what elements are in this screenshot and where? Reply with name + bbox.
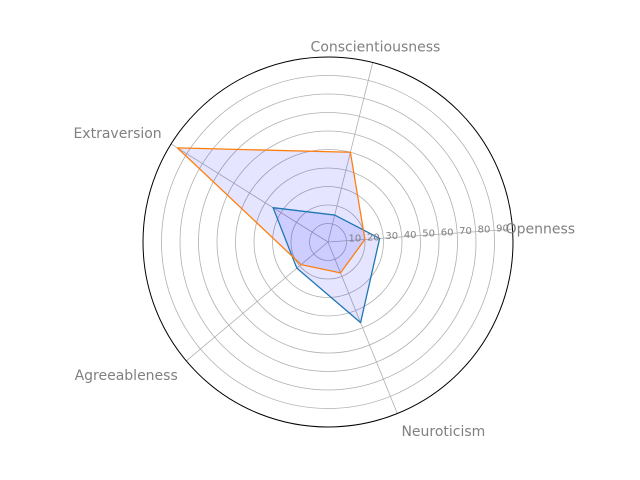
r-tick-label: 40 <box>404 230 417 241</box>
grid-circle <box>309 223 347 261</box>
spoke-openness <box>327 228 513 243</box>
grid-circle <box>235 149 421 335</box>
r-tick-label: 90 <box>496 223 509 234</box>
series-1-fill <box>273 207 380 323</box>
r-tick-label: 60 <box>441 227 454 238</box>
fill-layer <box>177 147 380 323</box>
axis-label-conscientiousness: Conscientiousness <box>311 40 441 56</box>
spoke-extraversion <box>170 143 329 243</box>
axis-label-neuroticism: Neuroticism <box>401 424 485 440</box>
series-2-fill <box>177 147 365 273</box>
spoke-neuroticism <box>327 241 398 414</box>
r-tick-label: 50 <box>422 229 435 240</box>
axis-label-openness: Openness <box>506 221 575 237</box>
grid-circle <box>179 93 477 391</box>
grid-circle <box>161 75 495 409</box>
grid-circle <box>290 204 366 280</box>
r-tick-label: 80 <box>478 225 491 236</box>
spoke-agreeableness <box>186 241 329 362</box>
r-tick-label: 70 <box>459 226 472 237</box>
grid-circle <box>272 186 384 298</box>
grid-circle <box>253 167 403 317</box>
grid-circle <box>216 130 440 354</box>
series-2-line <box>176 147 366 274</box>
axis-label-extraversion: Extraversion <box>73 126 161 142</box>
series-1-line <box>272 207 381 324</box>
grid-circle <box>198 112 458 372</box>
series-layer <box>176 147 381 324</box>
r-tick-label: 20 <box>367 232 380 243</box>
r-tick-label: 10 <box>348 234 361 245</box>
polar-frame <box>142 56 514 428</box>
label-layer: Openness Conscientiousness Extraversion Agr… <box>73 40 575 440</box>
r-tick-label: 30 <box>385 231 398 242</box>
tick-layer: 10 20 30 40 50 60 70 80 90 <box>348 223 508 244</box>
axis-label-agreeableness: Agreeableness <box>75 368 178 384</box>
